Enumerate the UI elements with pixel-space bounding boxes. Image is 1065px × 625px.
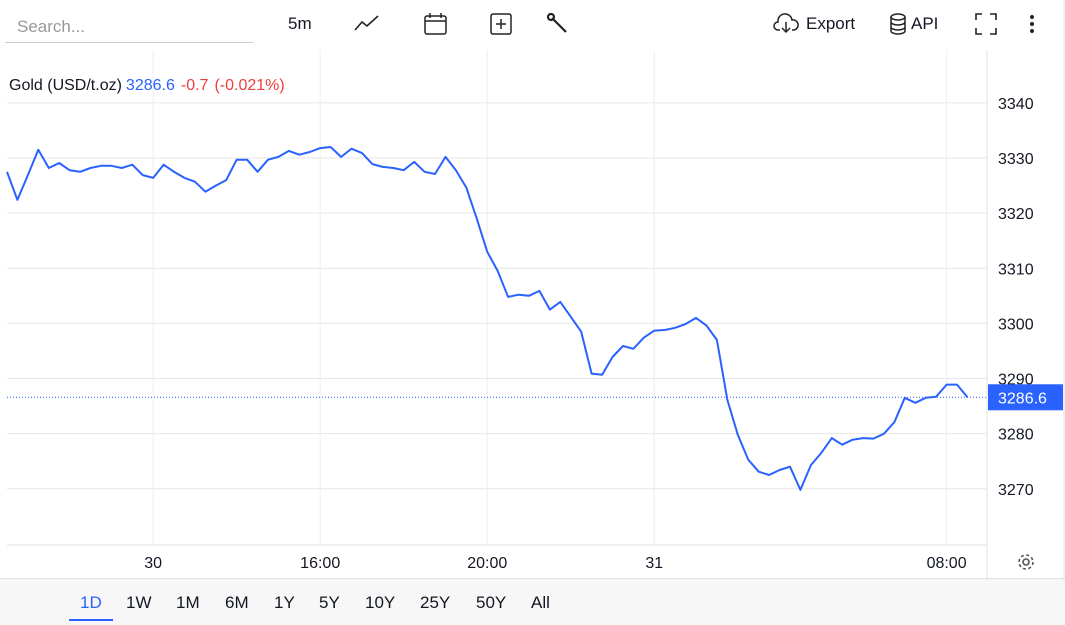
range-button[interactable]: 5Y: [319, 593, 340, 612]
range-button[interactable]: 1D: [69, 593, 113, 621]
last-price-tag: [988, 384, 1063, 411]
range-bar: 1D 1W 1M 6M 1Y 5Y 10Y 25Y 50Y All: [0, 578, 1065, 625]
y-tick-label: 3340: [998, 96, 1034, 113]
grid: [7, 50, 987, 545]
x-tick-label: 08:00: [927, 555, 967, 572]
y-tick-label: 3310: [998, 261, 1034, 278]
legend: Gold (USD/t.oz) 3286.6 -0.7 (-0.021%): [9, 77, 285, 95]
settings-wrench-icon[interactable]: [546, 12, 567, 33]
export-icon[interactable]: [773, 12, 799, 36]
range-button[interactable]: 1Y: [274, 593, 295, 612]
range-button[interactable]: 25Y: [420, 593, 451, 612]
x-tick-label: 16:00: [300, 555, 340, 572]
y-tick-label: 3320: [998, 206, 1034, 223]
search-input[interactable]: Search...: [5, 10, 253, 43]
interval-button[interactable]: 5m: [288, 14, 312, 33]
range-button[interactable]: 50Y: [476, 593, 507, 612]
export-button[interactable]: Export: [806, 14, 856, 33]
range-button[interactable]: 10Y: [365, 593, 396, 612]
y-tick-label: 3300: [998, 316, 1034, 333]
add-indicator-icon[interactable]: [490, 13, 512, 35]
last-price: 3286.6: [125, 77, 175, 94]
price-change: -0.7: [180, 77, 209, 94]
range-button[interactable]: 1W: [126, 593, 152, 612]
y-tick-label: 3330: [998, 151, 1034, 168]
last-price-tag-label: 3286.6: [998, 390, 1047, 407]
x-tick-label: 31: [645, 555, 663, 572]
symbol-name: Gold (USD/t.oz): [9, 77, 122, 94]
calendar-icon[interactable]: [424, 13, 447, 35]
range-button[interactable]: 6M: [225, 593, 249, 612]
range-button[interactable]: 1M: [176, 593, 200, 612]
fullscreen-icon[interactable]: [975, 13, 997, 35]
window-icons: [975, 13, 1034, 35]
range-button[interactable]: All: [531, 593, 550, 612]
toolbar-icons: [354, 12, 567, 35]
y-tick-label: 3270: [998, 482, 1034, 499]
settings-icon[interactable]: [1018, 554, 1034, 570]
x-tick-label: 30: [144, 555, 162, 572]
api-button[interactable]: API: [911, 14, 939, 33]
more-icon[interactable]: [1030, 15, 1034, 33]
api-icon[interactable]: [888, 12, 910, 36]
y-tick-label: 3280: [998, 427, 1034, 444]
price-change-percent: (-0.021%): [214, 77, 285, 94]
x-tick-label: 20:00: [467, 555, 507, 572]
chart-type-icon[interactable]: [354, 15, 379, 31]
price-line: [6, 146, 969, 491]
